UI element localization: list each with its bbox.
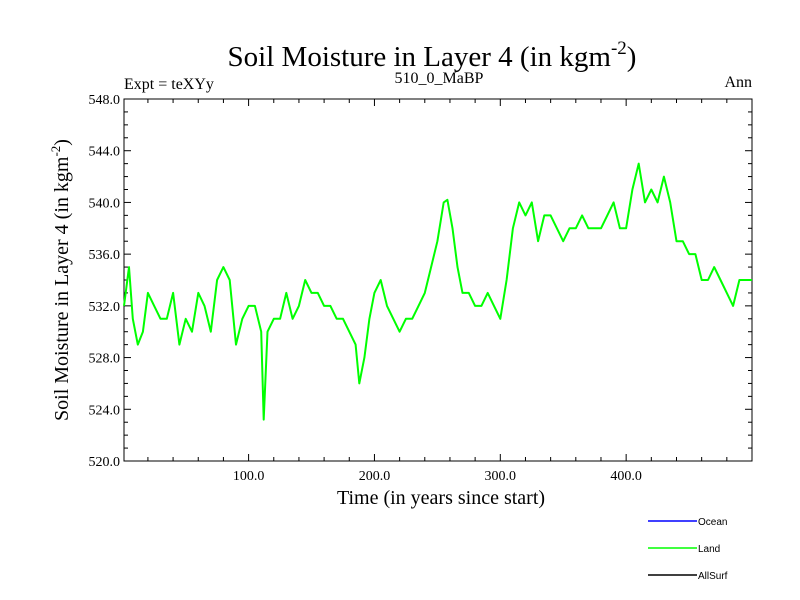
series-layer [123,162,752,421]
y-tick-label: 548.0 [89,93,121,108]
y-axis: 520.0 524.0 528.0 532.0 536.0 540.0 544.0 548.0 [89,93,752,470]
x-tick-label: 200.0 [359,469,391,484]
subtitle-expt: Expt = teXYy [124,76,214,93]
subtitle-ann: Ann [724,74,752,91]
legend-label-land: Land [698,544,720,555]
y-tick-label: 528.0 [89,352,121,367]
chart-title: Soil Moisture in Layer 4 (in kgm-2) [228,38,637,73]
x-axis-label: Time (in years since start) [337,487,545,509]
x-tick-label: 300.0 [485,469,517,484]
x-tick-label: 400.0 [610,469,642,484]
y-tick-label: 532.0 [89,300,121,315]
subtitle-center: 510_0_MaBP [395,70,484,87]
y-tick-label: 540.0 [89,196,121,211]
y-tick-label: 544.0 [89,145,121,160]
y-axis-label: Soil Moisture in Layer 4 (in kgm-2) [48,139,73,421]
legend-label-ocean: Ocean [698,517,727,528]
series-line-land [123,162,752,421]
legend: Ocean Land AllSurf [648,517,728,582]
y-tick-label: 536.0 [89,248,121,263]
y-tick-label: 520.0 [89,455,121,470]
x-tick-label: 100.0 [233,469,265,484]
y-tick-label: 524.0 [89,403,121,418]
legend-label-allsurf: AllSurf [698,571,728,582]
x-axis: 100.0 200.0 300.0 400.0 [147,99,728,484]
